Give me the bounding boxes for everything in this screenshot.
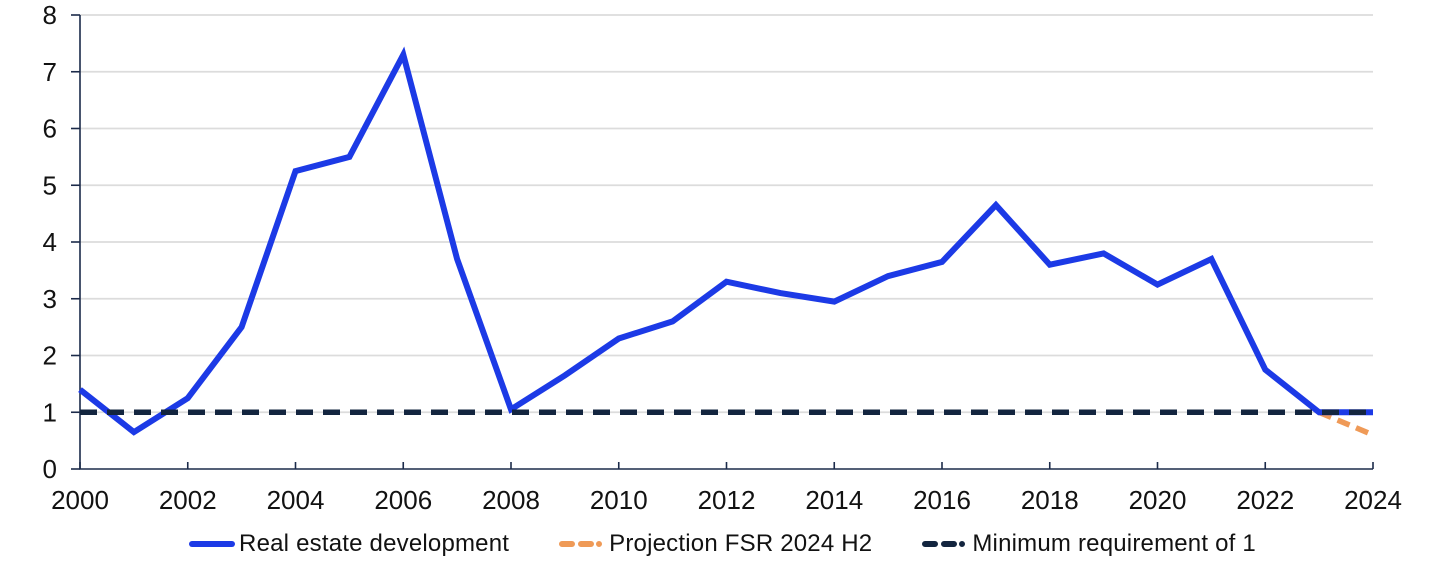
y-tick-label-3: 3 (43, 284, 57, 314)
x-tick-label-2018: 2018 (1021, 485, 1079, 515)
legend-swatch-dashed-line (922, 541, 969, 547)
legend-item-real-estate-development: Real estate development (189, 530, 509, 558)
x-tick-label-2014: 2014 (805, 485, 863, 515)
x-tick-label-2010: 2010 (590, 485, 648, 515)
x-tick-label-2002: 2002 (159, 485, 217, 515)
x-tick-label-2020: 2020 (1129, 485, 1187, 515)
series-projection-fsr-2024-h2 (1318, 409, 1375, 438)
y-tick-label-6: 6 (43, 114, 57, 144)
x-tick-label-2004: 2004 (267, 485, 325, 515)
x-tick-label-2022: 2022 (1236, 485, 1294, 515)
x-tick-label-2024: 2024 (1344, 485, 1402, 515)
legend-label-projection-fsr-2024-h2: Projection FSR 2024 H2 (609, 530, 873, 557)
y-tick-label-2: 2 (43, 341, 57, 371)
x-tick-label-2000: 2000 (51, 485, 109, 515)
chart-legend: Real estate development Projection FSR 2… (0, 530, 1445, 558)
legend-label-real-estate-development: Real estate development (239, 530, 510, 557)
x-tick-label-2008: 2008 (482, 485, 540, 515)
legend-swatch-solid-line (189, 541, 236, 547)
series-real-estate-development (78, 46, 1373, 436)
legend-item-projection-fsr-2024-h2: Projection FSR 2024 H2 (559, 530, 872, 558)
legend-item-minimum-requirement: Minimum requirement of 1 (922, 530, 1256, 558)
x-tick-label-2016: 2016 (913, 485, 971, 515)
x-tick-label-2006: 2006 (374, 485, 432, 515)
legend-swatch-dashed-line (559, 541, 606, 547)
y-tick-label-7: 7 (43, 57, 57, 87)
y-tick-label-1: 1 (43, 397, 57, 427)
legend-label-minimum-requirement: Minimum requirement of 1 (972, 530, 1256, 557)
y-tick-label-0: 0 (43, 454, 57, 484)
x-tick-label-2012: 2012 (698, 485, 756, 515)
y-tick-label-4: 4 (43, 227, 57, 257)
y-tick-label-5: 5 (43, 170, 57, 200)
y-tick-label-8: 8 (43, 0, 57, 30)
